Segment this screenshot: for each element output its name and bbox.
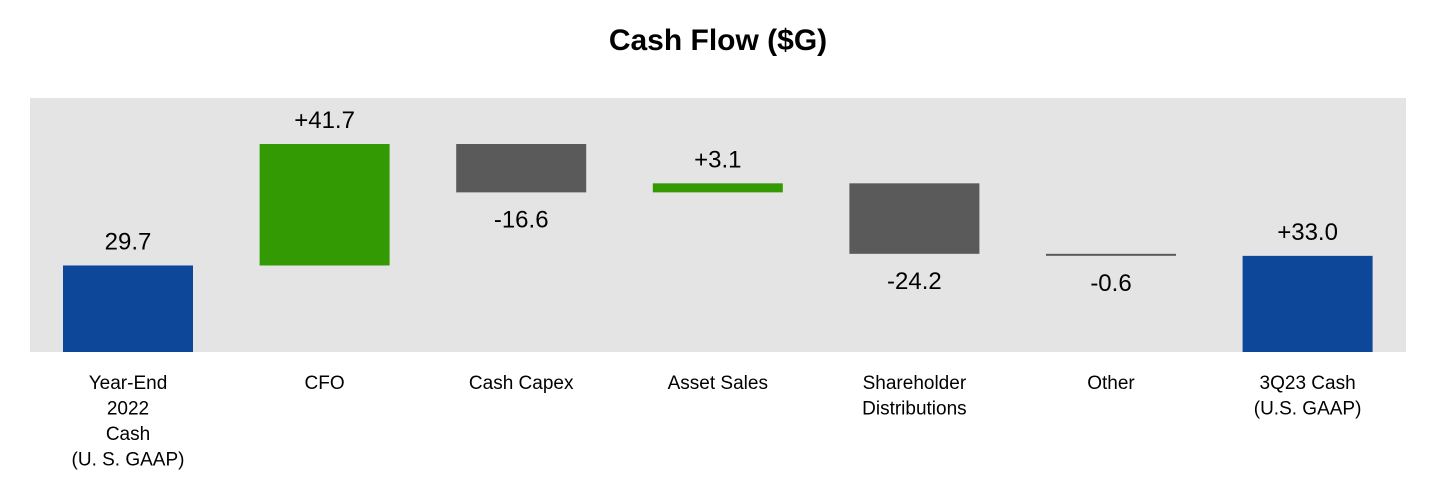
category-label-0-line-2: Cash <box>106 424 150 445</box>
category-label-3-line-0: Asset Sales <box>668 373 768 394</box>
value-label-1: +41.7 <box>294 107 355 134</box>
plot-background <box>30 98 1406 352</box>
value-label-5: -0.6 <box>1090 270 1131 297</box>
bar-4 <box>849 183 980 254</box>
value-labels-layer: 29.7 +41.7 -16.6 +3.1 -24.2 -0.6 +33.0 <box>105 107 1338 297</box>
bar-5 <box>1046 253 1176 256</box>
category-label-5-line-0: Other <box>1087 373 1135 394</box>
bar-2 <box>456 144 587 193</box>
category-label-0-line-0: Year-End <box>89 373 168 394</box>
value-label-0: 29.7 <box>105 228 152 255</box>
category-label-4-line-0: Shareholder <box>863 373 967 394</box>
bar-1 <box>259 144 390 266</box>
category-label-4-line-1: Distributions <box>862 399 967 420</box>
bar-6 <box>1242 255 1373 352</box>
category-label-0-line-1: 2022 <box>107 399 149 420</box>
category-labels-layer: Year-End 2022 Cash (U. S. GAAP) CFO Cash Cape… <box>72 373 1362 471</box>
category-label-6-line-1: (U.S. GAAP) <box>1254 399 1362 420</box>
bar-0 <box>63 265 193 352</box>
category-label-6-line-0: 3Q23 Cash <box>1260 373 1356 394</box>
category-label-0-line-3: (U. S. GAAP) <box>72 450 185 471</box>
value-label-3: +3.1 <box>694 146 741 173</box>
value-label-6: +33.0 <box>1277 219 1338 246</box>
bars-layer <box>63 144 1373 352</box>
chart-title: Cash Flow ($G) <box>608 24 828 57</box>
category-label-1-line-0: CFO <box>305 373 345 394</box>
category-label-2-line-0: Cash Capex <box>469 373 574 394</box>
value-label-2: -16.6 <box>494 206 549 233</box>
bar-3 <box>652 183 783 193</box>
value-label-4: -24.2 <box>887 268 942 295</box>
